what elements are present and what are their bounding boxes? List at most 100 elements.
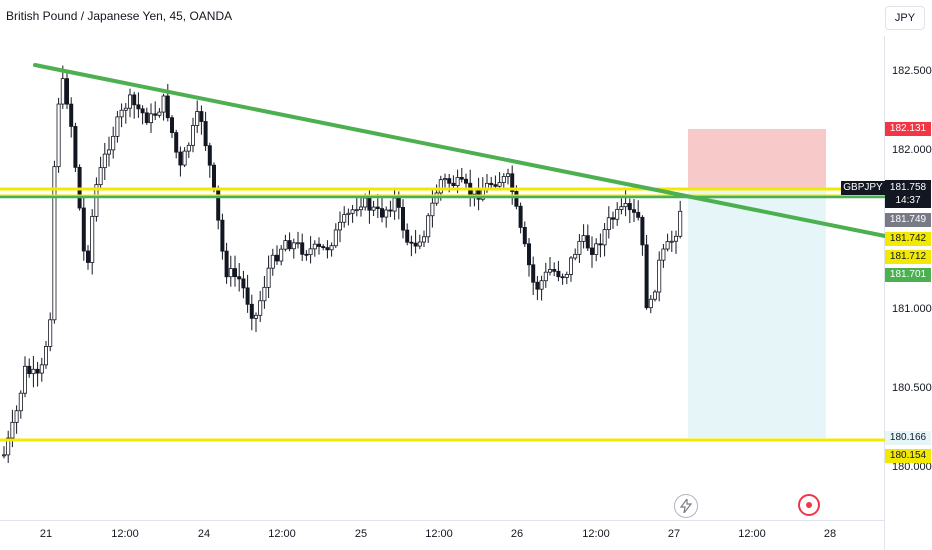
candle-body xyxy=(157,111,162,116)
candle-body xyxy=(400,207,405,231)
candle-body xyxy=(371,206,376,211)
time-tick: 28 xyxy=(823,528,837,540)
level-tag: 181.749 xyxy=(885,213,931,227)
target-price-tag: 182.131 xyxy=(885,122,931,136)
record-icon[interactable] xyxy=(798,494,820,516)
candle-body xyxy=(119,109,124,118)
candle-body xyxy=(627,203,632,211)
candle-body xyxy=(535,281,540,290)
candle-body xyxy=(392,197,397,212)
candle-body xyxy=(291,242,296,250)
time-tick: 12:00 xyxy=(268,528,296,540)
candle-body xyxy=(543,271,548,282)
candle-body xyxy=(333,229,338,247)
candle-body xyxy=(14,410,19,423)
time-tick: 27 xyxy=(667,528,681,540)
candle-body xyxy=(90,215,95,263)
candle-body xyxy=(86,250,91,263)
candle-body xyxy=(447,178,452,184)
candle-body xyxy=(65,78,70,105)
candle-body xyxy=(497,182,502,187)
time-tick: 12:00 xyxy=(582,528,610,540)
candle-body xyxy=(531,264,536,283)
candle-body xyxy=(560,276,565,279)
price-tick: 180.000 xyxy=(892,461,932,473)
candle-body xyxy=(573,253,578,259)
candle-body xyxy=(102,153,107,169)
candle-body xyxy=(199,111,204,122)
candle-body xyxy=(590,247,595,255)
price-tick: 181.000 xyxy=(892,303,932,315)
candle-body xyxy=(358,206,363,211)
candle-body xyxy=(10,421,15,439)
candle-body xyxy=(505,173,510,177)
candle-body xyxy=(295,242,300,245)
candle-body xyxy=(308,248,313,256)
candle-body xyxy=(598,243,603,246)
price-tick: 182.500 xyxy=(892,65,932,77)
candle-body xyxy=(648,298,653,309)
candle-body xyxy=(421,236,426,243)
lightning-icon[interactable] xyxy=(674,494,698,518)
candle-body xyxy=(73,126,78,168)
candle-body xyxy=(52,166,57,321)
candle-body xyxy=(274,254,279,262)
candle-body xyxy=(132,94,137,106)
candle-body xyxy=(111,135,116,151)
candle-body xyxy=(606,217,611,230)
candle-body xyxy=(60,78,65,105)
candle-body xyxy=(522,227,527,245)
candle-body xyxy=(577,240,582,255)
candle-body xyxy=(438,179,443,194)
candle-body xyxy=(262,286,267,302)
candle-body xyxy=(619,206,624,210)
candle-body xyxy=(413,242,418,247)
candle-body xyxy=(195,111,200,126)
candle-body xyxy=(182,150,187,166)
candle-body xyxy=(489,182,494,186)
candle-body xyxy=(241,278,246,289)
candle-body xyxy=(342,214,347,223)
reward-zone xyxy=(688,189,826,438)
candle-body xyxy=(661,248,666,261)
candle-body xyxy=(18,392,23,412)
currency-button[interactable]: JPY xyxy=(885,6,925,30)
candle-body xyxy=(304,253,309,256)
candle-body xyxy=(31,368,36,375)
candle-body xyxy=(426,215,431,238)
candle-body xyxy=(169,117,174,133)
candle-body xyxy=(678,210,683,237)
candle-body xyxy=(44,346,49,366)
candle-body xyxy=(350,209,355,214)
trend-line[interactable] xyxy=(33,63,887,238)
price-tick: 182.000 xyxy=(892,144,932,156)
candle-body xyxy=(22,365,27,394)
candle-body xyxy=(249,303,254,319)
candle-body xyxy=(253,314,258,319)
candle-body xyxy=(2,454,7,457)
candle-body xyxy=(581,235,586,242)
candle-body xyxy=(325,247,330,251)
candle-body xyxy=(283,240,288,250)
candle-body xyxy=(321,246,326,249)
candle-body xyxy=(346,212,351,216)
time-tick: 24 xyxy=(197,528,211,540)
candle-body xyxy=(602,229,607,246)
bar-countdown: 14:37 xyxy=(895,195,921,206)
candle-body xyxy=(174,132,179,153)
candle-body xyxy=(220,219,225,252)
candle-body xyxy=(211,164,216,189)
last-price: 181.758 xyxy=(889,182,927,193)
candle-body xyxy=(585,235,590,249)
symbol-tag: GBPJPY xyxy=(841,181,885,195)
time-tick: 12:00 xyxy=(425,528,453,540)
candle-body xyxy=(39,364,44,374)
candle-body xyxy=(203,121,208,147)
candle-body xyxy=(232,268,237,278)
candle-body xyxy=(518,205,523,228)
candle-body xyxy=(98,167,103,186)
candle-body xyxy=(207,145,212,166)
candle-body xyxy=(216,187,221,221)
candle-body xyxy=(653,291,658,300)
